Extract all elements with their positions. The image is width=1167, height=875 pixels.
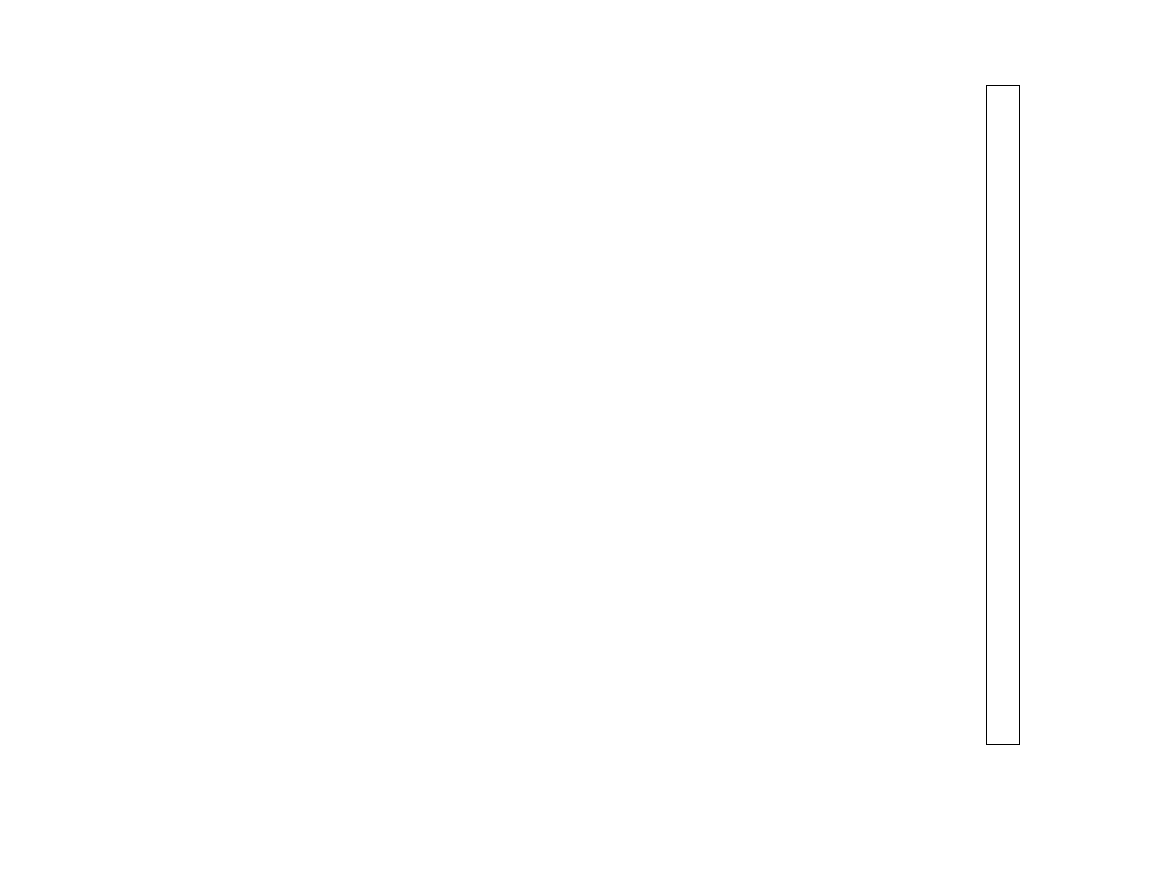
colorbar xyxy=(986,85,1020,745)
colorbar-gradient xyxy=(987,86,1019,744)
